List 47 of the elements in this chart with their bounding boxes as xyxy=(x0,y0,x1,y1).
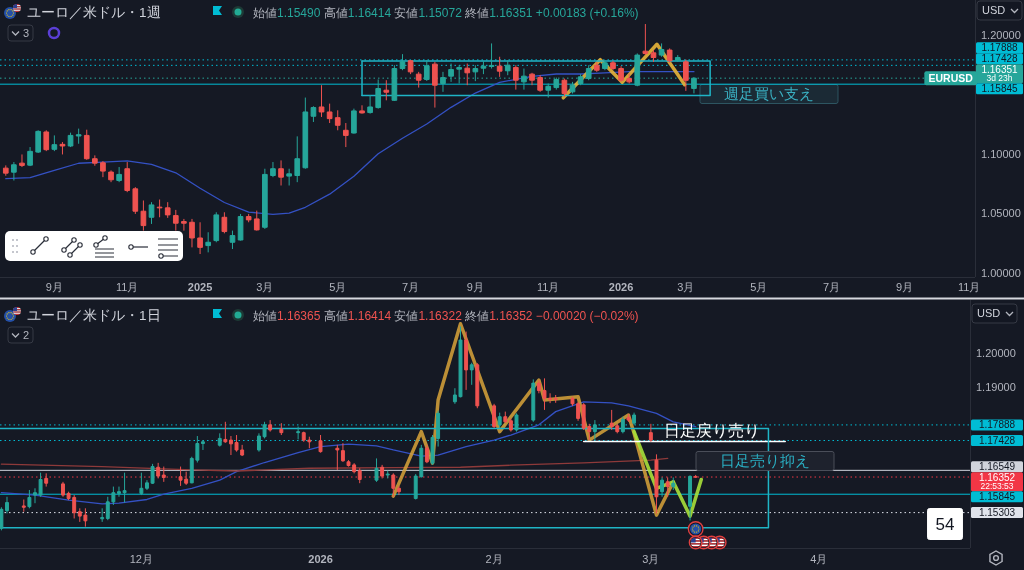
x-tick-label: 11月 xyxy=(958,281,981,293)
x-tick-label: 2月 xyxy=(485,553,503,565)
y-axis-title: USD xyxy=(982,4,1006,17)
text: 始値1.15490 高値1.16414 安値1.15072 終値1.16351 +0.00183 (+0.16%) xyxy=(253,6,639,20)
x-tick-label: 3月 xyxy=(642,553,660,565)
x-tick-label: 7月 xyxy=(823,281,841,293)
x-tick-label: 9月 xyxy=(466,281,484,293)
ref-line-label: 1.15303 xyxy=(978,507,1016,519)
x-tick-label: 3月 xyxy=(677,281,695,293)
ref-line-label: 1.17428 xyxy=(981,53,1019,65)
y-tick-label: 1.19000 xyxy=(976,381,1016,394)
text: ユーロ／米ドル・1日 xyxy=(27,308,161,323)
y-tick-label: 1.05000 xyxy=(981,207,1021,220)
annotation: 日足売り抑え xyxy=(720,452,810,470)
x-tick-label: 3月 xyxy=(256,281,274,293)
x-tick-label: 7月 xyxy=(402,281,420,293)
x-tick-label: 5月 xyxy=(329,281,347,293)
annotation: 2 xyxy=(23,328,30,341)
chart-title: ユーロ／米ドル・1週 xyxy=(27,5,161,20)
ref-line-label: 1.16352 22:53:53 xyxy=(978,472,1016,492)
annotation: 3 xyxy=(23,26,30,39)
ref-line-label: 1.17888 xyxy=(978,419,1016,431)
text: 始値1.16365 高値1.16414 安値1.16322 終値1.16352 −0.00020 (−0.02%) xyxy=(253,309,639,323)
x-tick-label: 2026 xyxy=(608,281,634,293)
x-tick-label: 11月 xyxy=(116,281,139,293)
x-tick-label: 2025 xyxy=(187,281,213,293)
x-tick-label: 9月 xyxy=(45,281,63,293)
y-tick-label: 1.00000 xyxy=(981,266,1021,279)
ref-line-label: 1.17888 xyxy=(981,42,1019,54)
ref-line-label: 1.15845 xyxy=(978,491,1016,503)
ref-line-label: 1.16549 xyxy=(978,461,1016,473)
x-tick-label: 5月 xyxy=(750,281,768,293)
y-tick-label: 1.20000 xyxy=(981,28,1021,41)
y-tick-label: 1.20000 xyxy=(976,347,1016,360)
x-tick-label: 12月 xyxy=(129,553,153,565)
ref-line-label: 1.16351 3d 23h xyxy=(981,64,1019,84)
y-axis-title: USD xyxy=(977,307,1001,320)
ref-line-label: 1.15845 xyxy=(981,83,1019,95)
y-tick-label: 1.10000 xyxy=(981,147,1021,160)
annotation: EURUSD xyxy=(928,71,974,84)
annotation: 54 xyxy=(935,515,955,535)
x-tick-label: 2026 xyxy=(308,553,333,565)
ref-line-label: 1.17428 xyxy=(978,435,1016,447)
x-tick-label: 9月 xyxy=(895,281,914,293)
x-tick-label: 4月 xyxy=(810,553,828,565)
x-tick-label: 11月 xyxy=(537,281,560,293)
annotation: 週足買い支え xyxy=(724,85,814,103)
